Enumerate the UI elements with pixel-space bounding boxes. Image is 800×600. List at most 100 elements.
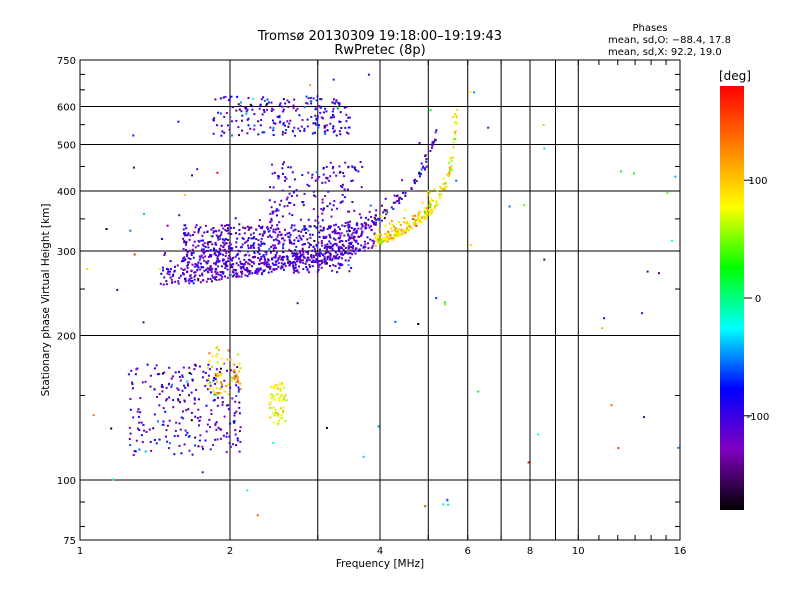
echo-point [212,390,215,393]
echo-point [210,280,213,283]
echo-point [284,124,286,127]
echo-point [303,127,306,130]
echo-point [260,273,263,276]
echo-point [208,387,211,390]
echo-point [247,97,250,99]
echo-point [261,113,264,116]
echo-point [187,408,190,411]
echo-point [385,240,388,243]
echo-point [353,209,356,212]
echo-point [319,225,322,228]
echo-point [412,221,415,224]
echo-point [195,224,198,227]
echo-point [224,95,227,98]
echo-point [225,112,228,115]
echo-point [425,160,428,163]
echo-point [223,239,226,242]
echo-point [274,263,277,266]
echo-point [404,191,407,194]
echo-point [272,129,275,132]
echo-point [341,243,344,246]
echo-point [200,239,203,242]
echo-point [337,231,340,234]
echo-point [343,225,346,228]
echo-point [152,427,155,430]
echo-point [203,242,206,245]
echo-point [324,125,327,128]
echo-point [361,225,364,228]
echo-point [207,277,210,280]
echo-point [201,243,204,246]
x-tick-label: 8 [527,546,533,557]
echo-point [260,119,263,121]
echo-point [214,422,217,425]
echo-point [347,234,350,237]
echo-point [169,276,172,279]
echo-point [272,406,275,409]
echo-point [250,237,253,240]
echo-point [179,428,182,431]
echo-point [329,175,332,178]
echo-point [228,128,231,131]
echo-point [339,170,342,173]
echo-point [217,235,220,238]
echo-point [374,223,377,226]
echo-point [256,267,259,270]
echo-point [319,105,322,108]
echo-point [224,255,227,257]
echo-point [343,188,346,191]
echo-point [269,416,272,419]
echo-point [331,114,334,116]
echo-point [444,186,447,189]
echo-point [295,189,298,191]
echo-point [257,133,260,136]
echo-point [347,165,350,168]
x-tick-label: 16 [674,546,687,557]
echo-point [283,262,286,265]
echo-point [338,165,341,168]
echo-point [161,386,164,389]
echo-point [299,218,302,221]
echo-point [394,232,397,235]
echo-point [171,375,174,378]
echo-point [442,188,445,191]
echo-point [204,246,207,248]
echo-point [267,263,270,266]
echo-point [252,237,255,240]
echo-point [139,411,142,414]
echo-point [387,237,390,240]
echo-point [339,111,342,114]
echo-point [274,253,277,256]
echo-point [297,240,300,243]
echo-point [265,265,268,268]
echo-point [332,101,335,104]
echo-point [402,229,405,232]
echo-point [194,436,197,439]
echo-point [270,217,273,220]
echo-point [332,249,335,252]
echo-point [194,274,197,277]
echo-point [225,229,228,232]
echo-point [325,176,328,179]
echo-point [334,251,337,254]
echo-point [188,249,191,252]
echo-point [351,166,354,169]
echo-point [223,415,226,418]
echo-point [295,109,297,112]
echo-point [214,268,217,271]
echo-point [231,275,234,278]
echo-point [414,219,417,222]
echo-point [357,242,359,245]
echo-point [281,133,284,136]
echo-point [448,173,451,176]
echo-point [186,253,189,256]
echo-point [286,232,289,235]
echo-point [313,240,316,242]
echo-point [418,175,421,178]
echo-point [364,243,367,246]
echo-point [317,264,320,267]
echo-point [361,231,364,233]
echo-point [224,267,227,270]
echo-point [253,236,256,239]
